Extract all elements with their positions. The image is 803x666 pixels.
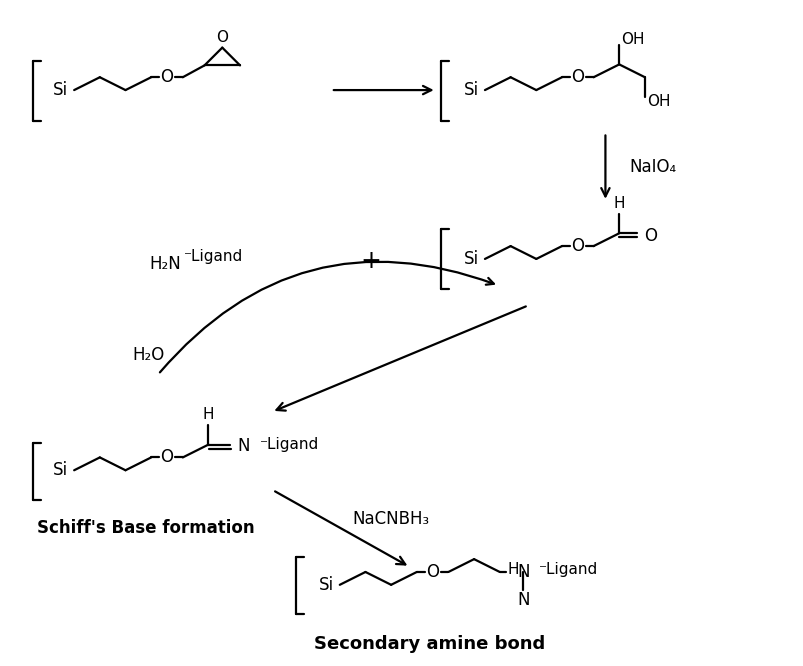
Text: H₂O: H₂O <box>132 346 164 364</box>
Text: O: O <box>426 563 438 581</box>
Text: O: O <box>643 227 657 245</box>
Text: +: + <box>360 249 381 273</box>
Text: O: O <box>161 68 173 86</box>
Text: N: N <box>516 563 529 581</box>
Text: Si: Si <box>53 462 67 480</box>
Text: O: O <box>571 68 584 86</box>
Text: O: O <box>216 30 228 45</box>
Text: ⁻Ligand: ⁻Ligand <box>539 563 597 577</box>
Text: OH: OH <box>621 32 644 47</box>
Text: N: N <box>238 437 250 455</box>
Text: N: N <box>516 591 529 609</box>
Text: H: H <box>507 563 519 577</box>
Text: NaCNBH₃: NaCNBH₃ <box>352 509 429 527</box>
Text: OH: OH <box>646 95 670 109</box>
Text: ⁻Ligand: ⁻Ligand <box>259 437 319 452</box>
Text: Secondary amine bond: Secondary amine bond <box>314 635 544 653</box>
FancyArrowPatch shape <box>160 262 493 372</box>
Text: ⁻Ligand: ⁻Ligand <box>184 250 243 264</box>
Text: O: O <box>571 237 584 255</box>
Text: Schiff's Base formation: Schiff's Base formation <box>37 519 254 537</box>
Text: H: H <box>202 408 214 422</box>
Text: NaIO₄: NaIO₄ <box>629 158 675 176</box>
Text: O: O <box>161 448 173 466</box>
Text: Si: Si <box>463 81 478 99</box>
Text: Si: Si <box>53 81 67 99</box>
Text: Si: Si <box>318 576 333 594</box>
Text: H₂N: H₂N <box>149 255 181 273</box>
Text: H: H <box>613 196 624 211</box>
Text: Si: Si <box>463 250 478 268</box>
